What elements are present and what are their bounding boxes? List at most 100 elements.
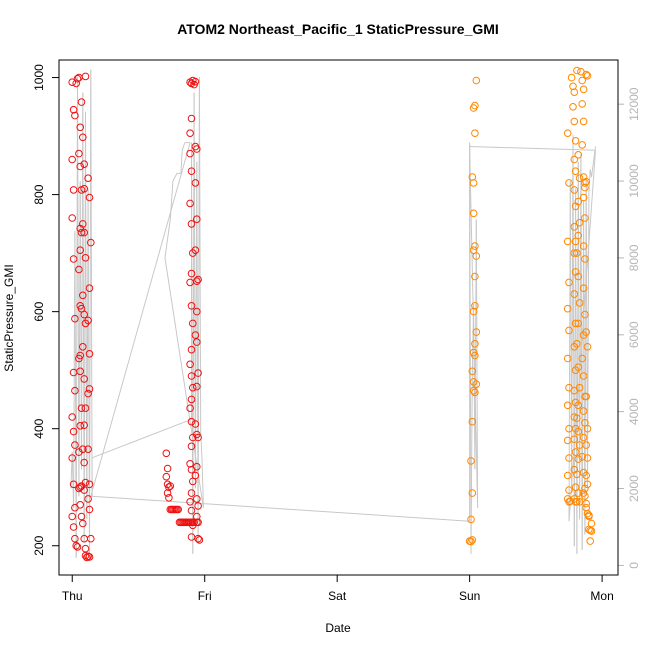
data-point-series-2	[471, 101, 479, 110]
data-point-series-1	[187, 345, 196, 354]
data-point-series-1	[84, 445, 92, 454]
data-point-series-2	[574, 151, 583, 159]
data-point-series-1	[76, 162, 84, 171]
data-point-series-2	[583, 454, 592, 462]
data-point-series-2	[468, 489, 477, 497]
data-point-series-1	[187, 167, 196, 175]
data-point-series-1	[79, 291, 87, 300]
data-point-series-1	[80, 185, 88, 193]
data-point-series-1	[189, 521, 197, 530]
altitude-line-segment	[90, 142, 191, 497]
altitude-line-segment	[77, 77, 80, 497]
data-point-series-1	[193, 382, 201, 391]
data-point-series-1	[69, 186, 78, 194]
y-tick-label: 1000	[32, 64, 46, 91]
chart-title: ATOM2 Northeast_Pacific_1 StaticPressure…	[177, 21, 499, 37]
data-point-series-2	[578, 141, 587, 149]
data-point-series-1	[191, 179, 200, 187]
data-point-series-1	[79, 519, 87, 528]
data-point-series-1	[187, 372, 196, 380]
data-point-series-2	[563, 471, 572, 480]
data-point-series-2	[571, 319, 580, 328]
data-point-series-2	[565, 486, 573, 494]
data-points-layer	[68, 66, 596, 562]
y2-tick-label: 10000	[627, 164, 641, 198]
data-point-series-2	[573, 470, 581, 479]
data-point-series-1	[69, 523, 78, 531]
altitude-line-segment	[475, 219, 479, 508]
data-point-series-2	[573, 249, 581, 257]
data-point-series-1	[186, 360, 194, 369]
data-point-series-1	[80, 421, 88, 430]
data-point-series-2	[570, 117, 579, 126]
data-point-series-1	[68, 454, 76, 462]
y2-tick-label: 8000	[627, 244, 641, 271]
data-point-series-2	[582, 471, 591, 480]
data-point-series-1	[77, 98, 86, 106]
data-point-series-1	[85, 284, 94, 293]
data-point-series-1	[186, 129, 194, 137]
data-point-series-2	[573, 66, 581, 75]
data-point-series-2	[581, 255, 589, 263]
data-point-series-2	[587, 527, 596, 535]
data-point-series-1	[72, 541, 80, 550]
data-point-series-2	[578, 453, 587, 461]
data-point-series-1	[69, 255, 78, 263]
data-point-series-1	[83, 553, 91, 562]
data-point-series-2	[469, 179, 478, 187]
data-point-series-2	[581, 484, 589, 493]
data-point-series-1	[76, 246, 84, 254]
data-point-series-1	[193, 215, 201, 223]
altitude-line-segment	[91, 418, 192, 459]
data-point-series-1	[79, 220, 87, 228]
data-point-series-2	[574, 401, 583, 410]
x-tick-label: Fri	[198, 589, 212, 603]
data-point-series-1	[187, 220, 196, 228]
data-point-series-1	[193, 277, 201, 286]
data-point-series-2	[579, 85, 588, 94]
data-point-series-1	[191, 77, 200, 86]
data-point-series-2	[574, 455, 583, 463]
data-point-series-2	[567, 73, 576, 82]
data-point-series-2	[582, 441, 591, 449]
data-point-series-1	[194, 502, 202, 510]
data-point-series-2	[583, 343, 592, 351]
y-tick-label: 600	[32, 301, 46, 321]
data-point-series-1	[191, 331, 200, 339]
data-point-series-2	[586, 537, 595, 545]
data-point-series-1	[76, 367, 84, 376]
data-point-series-1	[195, 536, 204, 544]
data-point-series-2	[472, 76, 481, 85]
data-point-series-2	[471, 129, 479, 137]
data-point-series-2	[579, 242, 588, 250]
x-tick-label: Sun	[459, 589, 480, 603]
data-point-series-2	[471, 388, 479, 397]
data-point-series-1	[162, 472, 171, 481]
data-point-series-1	[75, 149, 83, 158]
data-point-series-1	[187, 417, 196, 426]
data-point-series-1	[189, 319, 197, 328]
data-point-series-1	[193, 512, 201, 521]
data-point-series-1	[85, 193, 94, 202]
data-point-series-2	[582, 70, 591, 79]
data-point-series-1	[75, 265, 83, 274]
data-point-series-1	[71, 314, 79, 323]
data-point-series-1	[68, 512, 76, 521]
data-point-series-2	[563, 401, 572, 410]
data-point-series-2	[571, 167, 580, 175]
data-point-series-2	[581, 214, 589, 222]
x-axis-label: Date	[325, 621, 351, 635]
data-point-series-1	[187, 302, 196, 310]
data-point-series-1	[73, 74, 82, 83]
data-point-series-1	[186, 498, 194, 506]
data-point-series-2	[571, 137, 580, 145]
altitude-line-segment	[568, 150, 596, 522]
altitude-line-segment	[164, 257, 204, 508]
altitude-line-segment	[181, 142, 186, 151]
altitude-line-segment	[197, 77, 200, 543]
data-point-series-2	[581, 183, 589, 192]
data-point-series-2	[581, 179, 589, 187]
data-point-series-1	[79, 133, 87, 142]
data-point-series-1	[187, 442, 196, 451]
